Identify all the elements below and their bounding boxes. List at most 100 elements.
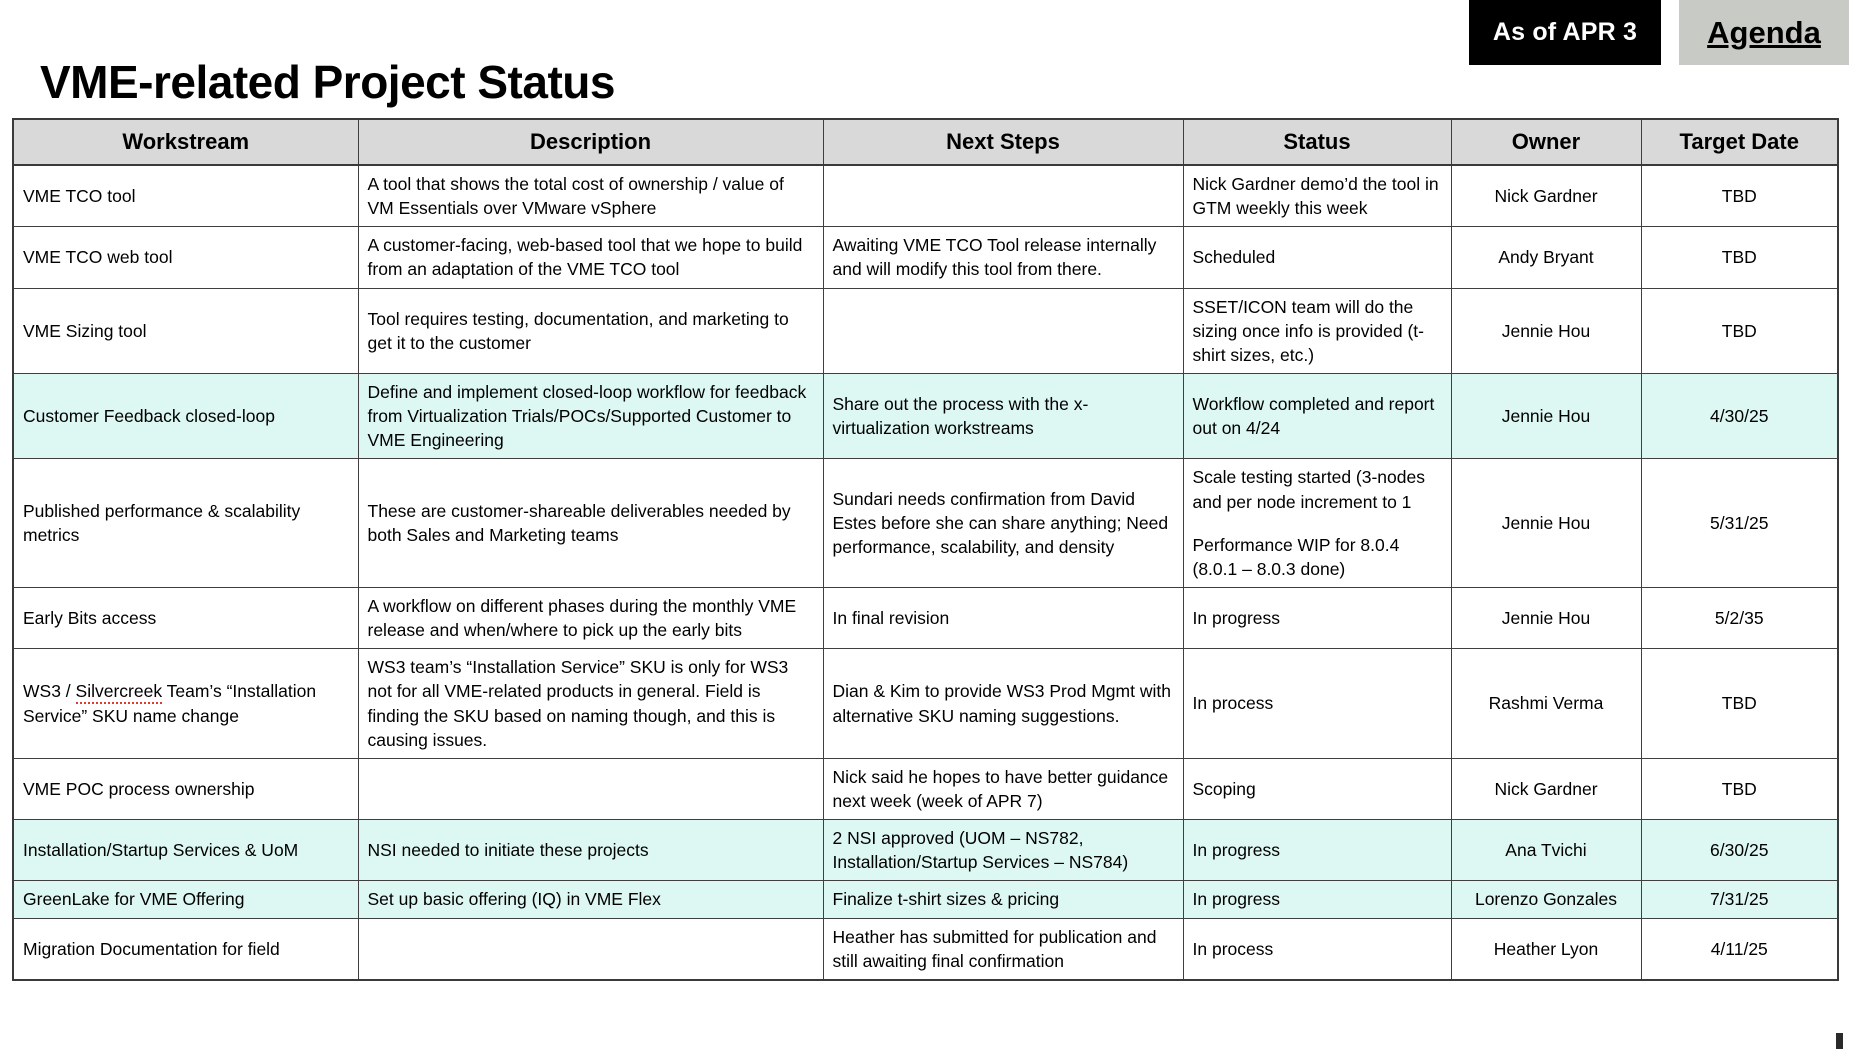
cell-status: In process [1182,917,1452,981]
cell-workstream: Early Bits access [12,586,359,650]
cell-workstream: VME Sizing tool [12,287,359,374]
table-row: Published performance & scalability metr… [12,458,1839,588]
cell-owner: Jennie Hou [1450,586,1642,650]
status-text: In process [1192,693,1274,714]
status-text: SSET/ICON team will do the sizing once i… [1192,296,1425,365]
cell-status: Scoping [1182,757,1452,821]
cell-target-date: TBD [1640,164,1839,228]
cell-status: SSET/ICON team will do the sizing once i… [1182,287,1452,374]
cell-next-steps: Awaiting VME TCO Tool release internally… [822,226,1184,289]
cell-owner: Ana Tvichi [1450,819,1642,882]
cell-workstream: Migration Documentation for field [12,917,359,981]
status-text: Scale testing started (3-nodes and per n… [1192,467,1426,512]
table-row: VME TCO web tool A customer-facing, web-b… [12,226,1839,289]
cell-owner: Jennie Hou [1450,458,1642,588]
cell-owner: Nick Gardner [1450,757,1642,821]
table-row: VME Sizing tool Tool requires testing, do… [12,287,1839,374]
as-of-date-badge: As of APR 3 [1469,0,1661,65]
cell-description: Set up basic offering (IQ) in VME Flex [357,880,824,919]
status-text: Scheduled [1192,247,1276,268]
cell-next-steps [822,287,1184,374]
status-text: Nick Gardner demo’d the tool in GTM week… [1192,174,1439,219]
spellcheck-underline: Silvercreek [75,681,163,705]
cell-next-steps: Dian & Kim to provide WS3 Prod Mgmt with… [822,648,1184,759]
table-header: Workstream Description Next Steps Status… [12,118,1839,166]
cell-status: Workflow completed and report out on 4/2… [1182,372,1452,460]
table-row: Early Bits access A workflow on different… [12,586,1839,650]
cell-owner: Jennie Hou [1450,372,1642,460]
cell-owner: Lorenzo Gonzales [1450,880,1642,919]
cell-next-steps: Finalize t-shirt sizes & pricing [822,880,1184,919]
cell-next-steps: In final revision [822,586,1184,650]
cell-workstream: Customer Feedback closed-loop [12,372,359,460]
cell-workstream: VME POC process ownership [12,757,359,821]
cell-description [357,757,824,821]
table-row: Migration Documentation for field Heather… [12,917,1839,981]
cell-target-date: TBD [1640,226,1839,289]
column-header-status: Status [1182,118,1452,166]
cell-target-date: TBD [1640,757,1839,821]
status-text: Workflow completed and report out on 4/2… [1192,394,1435,439]
cell-target-date: 5/31/25 [1640,458,1839,588]
cell-target-date: 4/30/25 [1640,372,1839,460]
status-text: In progress [1192,889,1281,910]
slide-corner-artifact [1836,1033,1843,1049]
cell-description: A workflow on different phases during th… [357,586,824,650]
cell-owner: Rashmi Verma [1450,648,1642,759]
column-header-owner: Owner [1450,118,1642,166]
cell-target-date: 7/31/25 [1640,880,1839,919]
page-title: VME-related Project Status [40,56,615,108]
table-header-row: Workstream Description Next Steps Status… [12,118,1839,166]
table-row: VME TCO tool A tool that shows the total … [12,164,1839,228]
cell-description: Define and implement closed-loop workflo… [357,372,824,460]
status-text: In progress [1192,608,1281,629]
cell-next-steps: 2 NSI approved (UOM – NS782, Installatio… [822,819,1184,882]
status-text: In progress [1192,840,1281,861]
cell-target-date: TBD [1640,287,1839,374]
cell-target-date: 5/2/35 [1640,586,1839,650]
cell-target-date: TBD [1640,648,1839,759]
cell-status: In progress [1182,819,1452,882]
cell-workstream: WS3 / Silvercreek Team’s “Installation S… [12,648,359,759]
status-text: Scoping [1192,778,1256,799]
table-row: VME POC process ownership Nick said he ho… [12,757,1839,821]
cell-description: WS3 team’s “Installation Service” SKU is… [357,648,824,759]
cell-status: Nick Gardner demo’d the tool in GTM week… [1182,164,1452,228]
project-status-table: Workstream Description Next Steps Status… [12,118,1839,981]
cell-owner: Andy Bryant [1450,226,1642,289]
cell-status: In progress [1182,880,1452,919]
cell-owner: Heather Lyon [1450,917,1642,981]
cell-description [357,917,824,981]
cell-status: Scheduled [1182,226,1452,289]
cell-next-steps: Sundari needs confirmation from David Es… [822,458,1184,588]
cell-description: A customer-facing, web-based tool that w… [357,226,824,289]
status-text-secondary: Performance WIP for 8.0.4 (8.0.1 – 8.0.3… [1192,534,1400,579]
cell-description: Tool requires testing, documentation, an… [357,287,824,374]
cell-target-date: 6/30/25 [1640,819,1839,882]
cell-status: In progress [1182,586,1452,650]
cell-next-steps [822,164,1184,228]
agenda-button[interactable]: Agenda [1679,0,1849,65]
cell-next-steps: Nick said he hopes to have better guidan… [822,757,1184,821]
column-header-description: Description [357,118,824,166]
cell-description: These are customer-shareable deliverable… [357,458,824,588]
cell-workstream: Published performance & scalability metr… [12,458,359,588]
cell-status: Scale testing started (3-nodes and per n… [1182,458,1452,588]
table-row: Installation/Startup Services & UoM NSI n… [12,819,1839,882]
cell-workstream: VME TCO tool [12,164,359,228]
header-actions: As of APR 3 Agenda [1469,0,1849,65]
table-row: WS3 / Silvercreek Team’s “Installation S… [12,648,1839,759]
cell-description: NSI needed to initiate these projects [357,819,824,882]
cell-owner: Jennie Hou [1450,287,1642,374]
cell-workstream: VME TCO web tool [12,226,359,289]
column-header-next-steps: Next Steps [822,118,1184,166]
status-text: In process [1192,938,1274,959]
table-row: GreenLake for VME Offering Set up basic o… [12,880,1839,919]
status-table-container: Workstream Description Next Steps Status… [12,118,1839,981]
cell-target-date: 4/11/25 [1640,917,1839,981]
cell-workstream: Installation/Startup Services & UoM [12,819,359,882]
table-body: VME TCO tool A tool that shows the total … [12,164,1839,981]
column-header-target-date: Target Date [1640,118,1839,166]
agenda-button-label: Agenda [1707,14,1821,50]
table-row: Customer Feedback closed-loop Define and … [12,372,1839,460]
